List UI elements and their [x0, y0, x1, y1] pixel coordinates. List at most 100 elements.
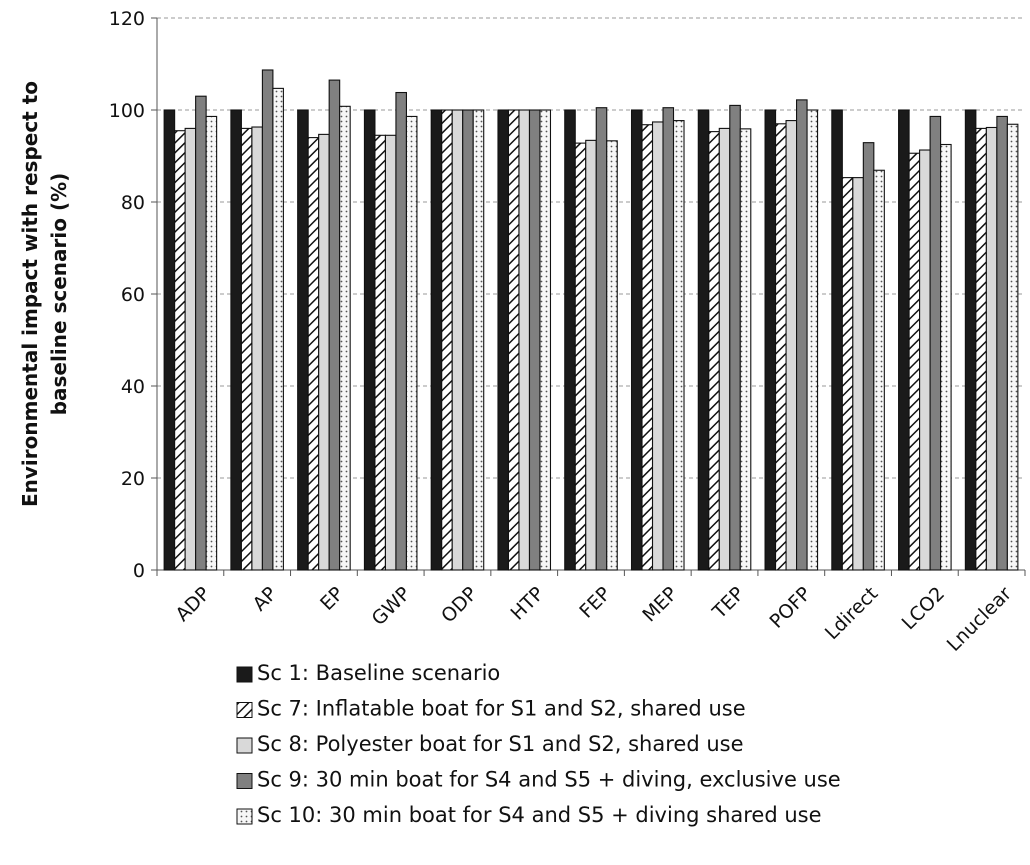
legend-swatch	[236, 666, 253, 683]
bar	[651, 121, 664, 571]
y-tick-label: 20	[121, 468, 145, 490]
bar	[898, 109, 910, 571]
bar	[595, 107, 608, 571]
y-tick-label: 60	[121, 284, 145, 306]
bar	[606, 140, 618, 571]
bar	[272, 87, 284, 571]
legend-label: Sc 10: 30 min boat for S4 and S5 + divin…	[257, 803, 822, 827]
legend-swatch	[236, 702, 253, 718]
bar	[441, 109, 453, 571]
y-axis-title-line: baseline scenario (%)	[47, 173, 71, 416]
legend-swatch	[236, 808, 253, 825]
bar	[528, 109, 541, 571]
bar	[630, 109, 643, 571]
bar	[852, 177, 864, 571]
y-tick-label: 80	[121, 192, 145, 214]
x-tick-label: GWP	[368, 583, 415, 630]
x-tick-label: Ldirect	[821, 583, 882, 644]
bar	[919, 149, 931, 571]
bars	[163, 69, 1019, 571]
bar	[964, 109, 977, 571]
bar	[507, 109, 520, 571]
bar	[975, 127, 987, 571]
bar	[796, 99, 808, 571]
y-tick-label: 100	[109, 100, 145, 122]
bar	[708, 131, 720, 571]
bar	[184, 127, 197, 571]
bar	[174, 130, 186, 571]
bar	[405, 115, 418, 571]
bar	[996, 115, 1008, 571]
bar	[430, 109, 443, 571]
bar	[764, 109, 777, 571]
bar	[697, 109, 710, 571]
bar	[574, 142, 587, 571]
bar	[841, 177, 854, 571]
bar	[318, 133, 330, 571]
bar	[261, 69, 274, 571]
legend: Sc 1: Baseline scenario Sc 7: Inflatable …	[236, 661, 841, 827]
bar	[205, 115, 218, 571]
bar	[718, 127, 731, 571]
bar	[862, 142, 875, 571]
y-tick-label: 120	[109, 8, 145, 30]
bar	[195, 95, 207, 571]
x-tick-label: LCO2	[898, 583, 950, 635]
x-tick-label: AP	[249, 583, 282, 616]
x-tick-label: HTP	[507, 583, 549, 625]
legend-swatch	[236, 737, 253, 754]
legend-swatch	[236, 773, 253, 789]
y-tick-label: 40	[121, 376, 145, 398]
legend-label: Sc 1: Baseline scenario	[257, 661, 500, 685]
legend-label: Sc 7: Inflatable boat for S1 and S2, sha…	[257, 697, 746, 721]
x-tick-label: EP	[316, 583, 348, 615]
bar	[873, 169, 885, 571]
bar	[1006, 123, 1019, 571]
bar	[251, 126, 263, 571]
x-tick-label: TEP	[708, 583, 749, 624]
y-axis-title-line: Environmental impact with respect to	[18, 81, 42, 507]
legend-label: Sc 9: 30 min boat for S4 and S5 + diving…	[257, 768, 841, 792]
bar	[451, 109, 464, 571]
x-tick-label: FEP	[575, 583, 615, 623]
bar	[831, 109, 843, 571]
x-tick-label: ADP	[171, 583, 214, 626]
bar	[940, 143, 952, 571]
bar	[395, 91, 407, 571]
x-tick-label: MEP	[638, 583, 682, 627]
bar	[497, 109, 510, 571]
bar	[384, 134, 397, 571]
bar	[775, 123, 787, 571]
bar	[307, 137, 320, 571]
x-tick-label: POFP	[766, 583, 816, 633]
bar	[929, 115, 942, 571]
bar	[462, 109, 474, 571]
bar	[729, 104, 741, 571]
bar	[240, 127, 253, 571]
bar	[328, 79, 341, 571]
bar	[230, 109, 242, 571]
legend-label: Sc 8: Polyester boat for S1 and S2, shar…	[257, 732, 744, 756]
x-tick-label: Lnuclear	[943, 583, 1016, 656]
bar	[662, 107, 675, 571]
bar	[739, 128, 752, 571]
y-axis-title: Environmental impact with respect to base…	[18, 81, 71, 507]
bar	[363, 109, 376, 571]
bar	[472, 109, 485, 571]
bar	[585, 139, 597, 571]
bar	[672, 120, 685, 571]
bar	[908, 152, 921, 571]
bar	[985, 126, 998, 571]
bar	[518, 109, 531, 571]
bar	[539, 109, 552, 571]
bar	[564, 109, 576, 571]
bar	[297, 109, 309, 571]
y-tick-label: 0	[133, 560, 145, 582]
bar	[806, 109, 819, 571]
bar	[339, 105, 351, 571]
bar	[163, 109, 176, 571]
bar	[785, 120, 798, 571]
x-tick-label: ODP	[437, 583, 482, 628]
bar	[374, 134, 386, 571]
